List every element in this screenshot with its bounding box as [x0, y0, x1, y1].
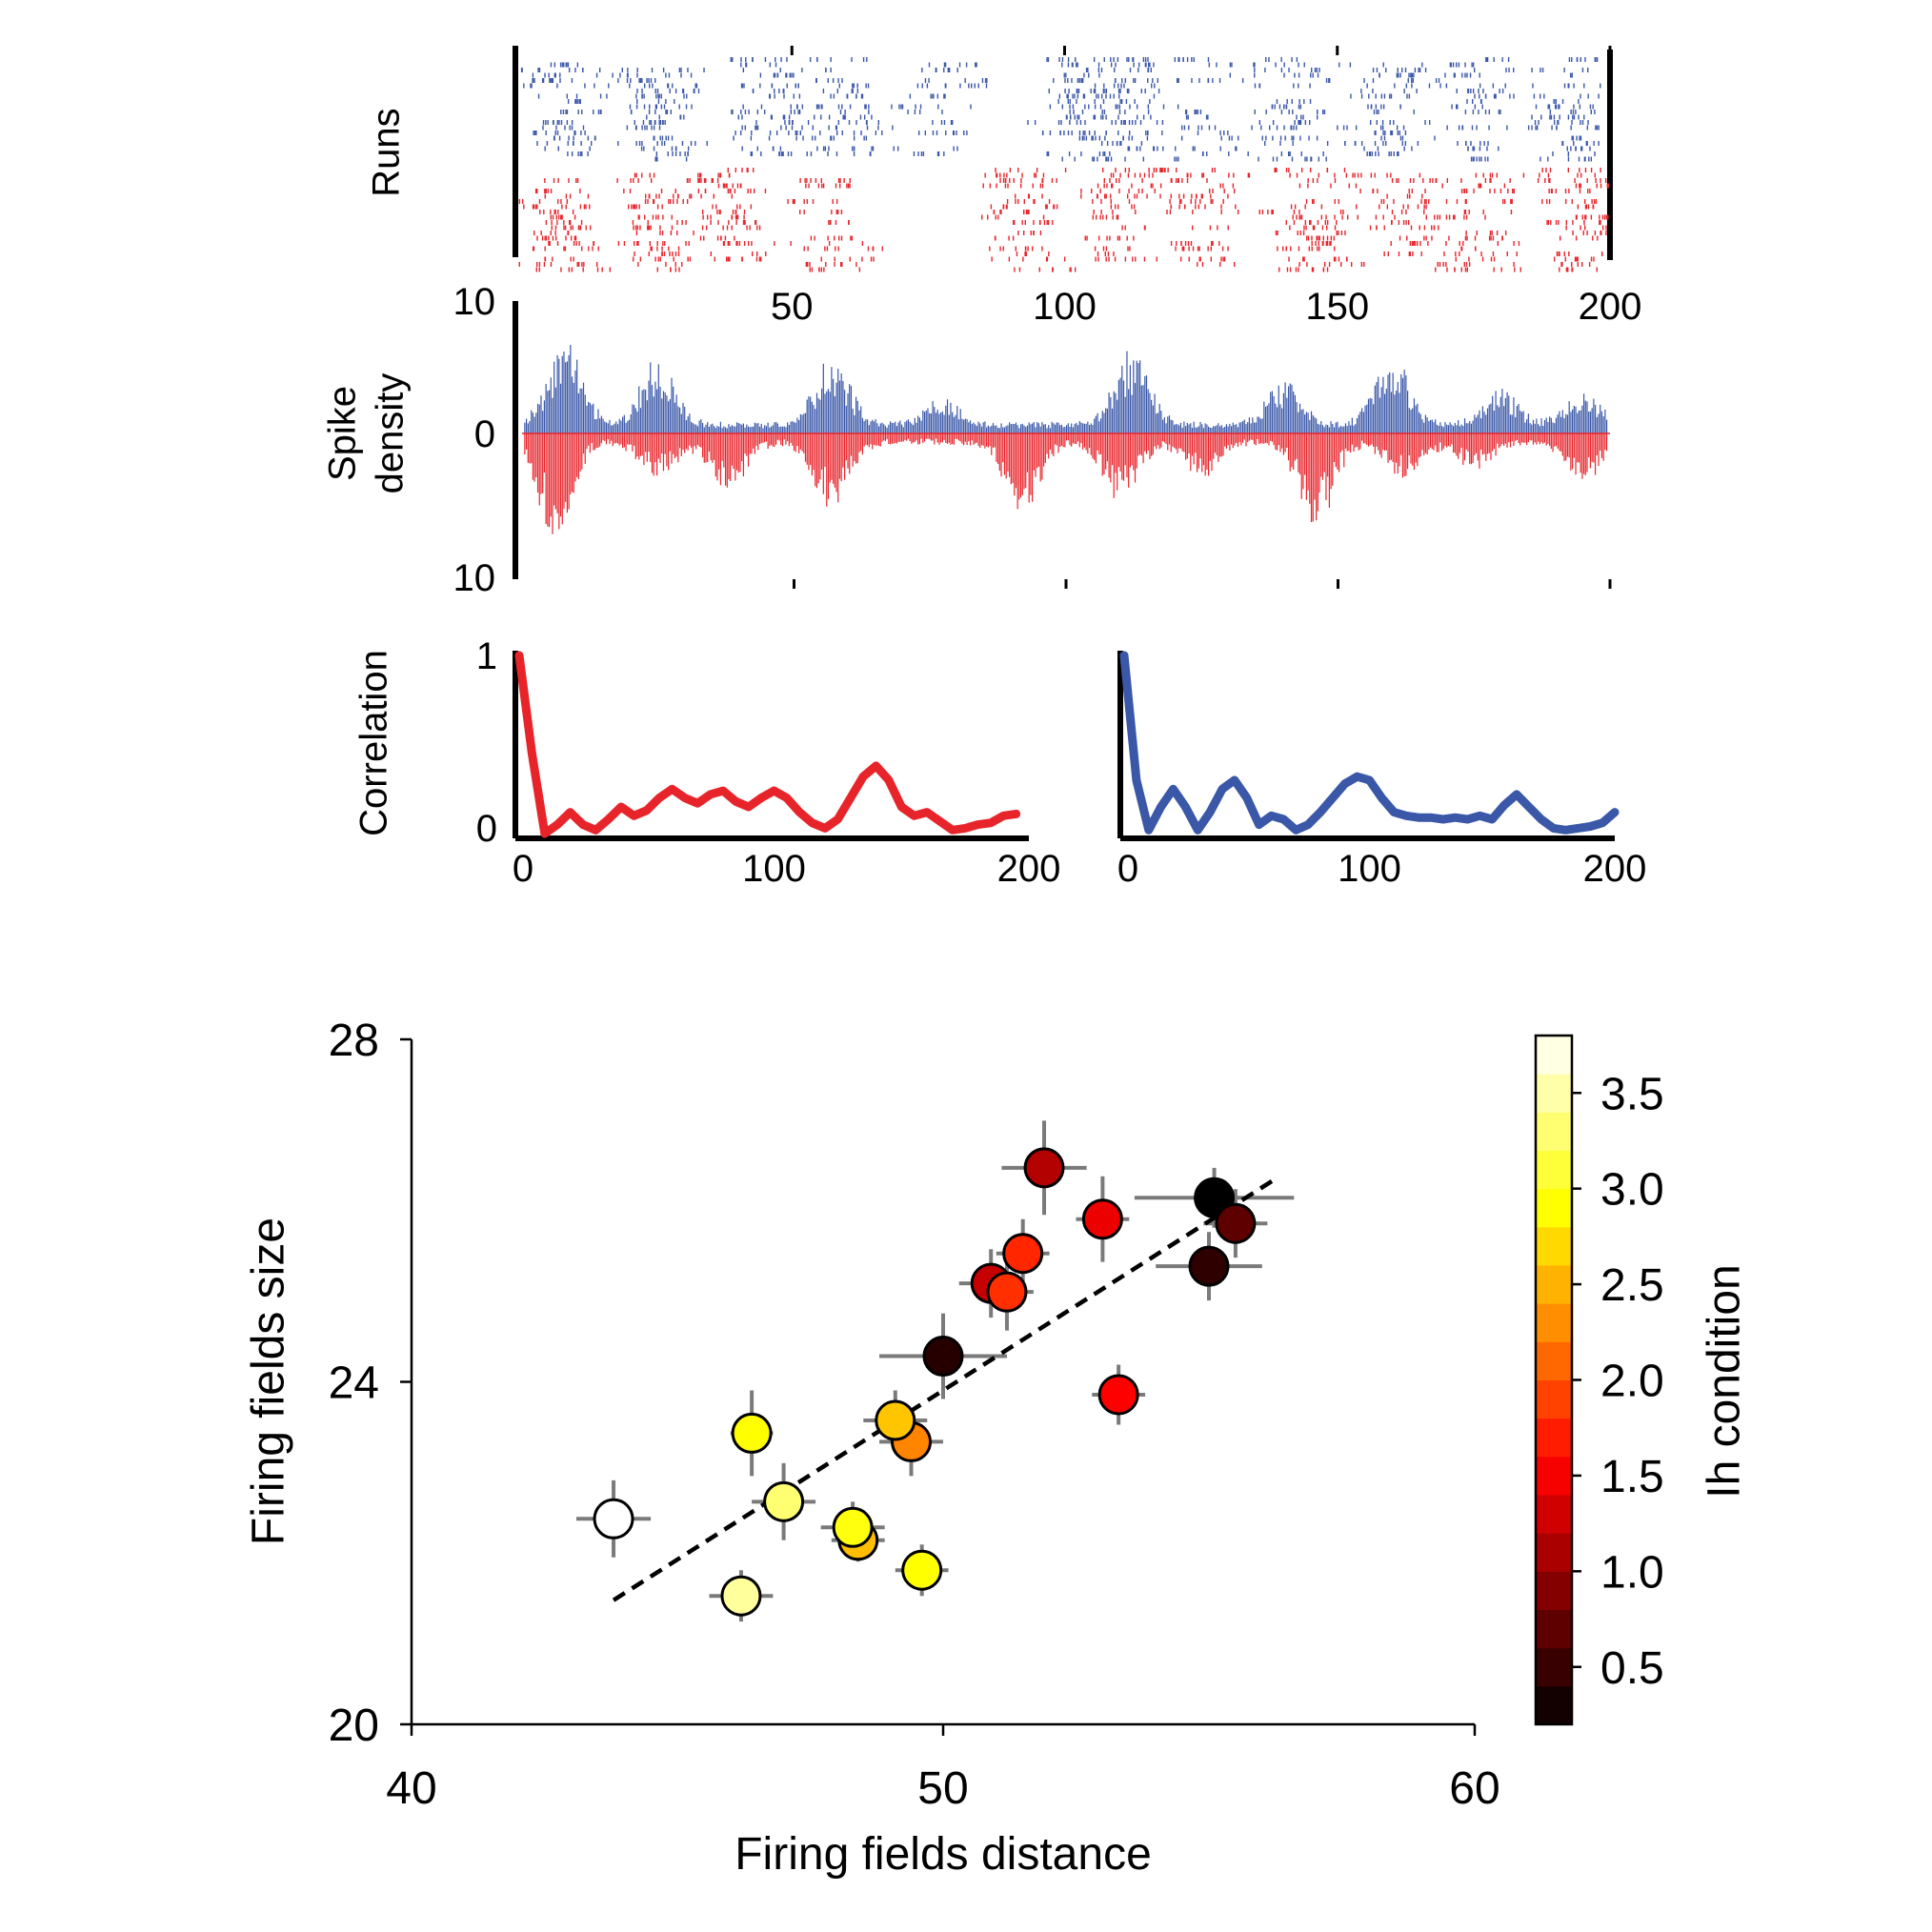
- scatter-point: [1215, 1202, 1257, 1244]
- colorbar-step: [1536, 1341, 1572, 1380]
- colorbar-step: [1536, 1265, 1572, 1304]
- density-y-tick-label: 10: [453, 281, 496, 323]
- density-y-tick-label: 0: [474, 413, 495, 455]
- colorbar-step: [1536, 1036, 1572, 1075]
- scatter-point: [1188, 1245, 1230, 1287]
- raster-x-tick-label: 150: [1305, 286, 1369, 328]
- scatter-point: [1081, 1198, 1123, 1240]
- colorbar-step: [1536, 1074, 1572, 1113]
- scatter-point: [832, 1506, 874, 1548]
- colorbar-tick-label: 3.0: [1600, 1165, 1664, 1216]
- colorbar-label: Ih condition: [1700, 1264, 1750, 1499]
- scatter-point: [593, 1498, 634, 1540]
- raster-panel: 50 100 150 200 Runs: [366, 46, 1642, 328]
- colorbar-step: [1536, 1303, 1572, 1342]
- colorbar-tick-label: 1.5: [1600, 1452, 1664, 1502]
- correlation-red-panel: 0 100 200 0 1 Correlation: [353, 635, 1061, 890]
- colorbar-tick-label: 2.0: [1600, 1357, 1664, 1407]
- corr_red-y-tick-label: 1: [476, 635, 497, 677]
- scatter-point: [875, 1399, 916, 1441]
- scatter-point: [922, 1336, 964, 1378]
- raster-x-tick-label: 200: [1579, 286, 1642, 328]
- corr_blue-x-tick-label: 100: [1338, 848, 1401, 890]
- scatter-point: [1002, 1233, 1044, 1275]
- colorbar-step: [1536, 1533, 1572, 1572]
- density-y-label-line1: Spike: [322, 386, 364, 481]
- colorbar-tick-label: 0.5: [1600, 1643, 1664, 1694]
- raster-x-tick-label: 50: [771, 286, 814, 328]
- colorbar-step: [1536, 1685, 1572, 1725]
- colorbar-step: [1536, 1495, 1572, 1534]
- scatter-x-label: Firing fields distance: [735, 1829, 1152, 1880]
- correlation-blue-panel: 0 100 200: [1117, 651, 1647, 890]
- scatter-y-tick-label: 28: [329, 1016, 379, 1066]
- scatter-panel: 40 50 60 20 24 28 Firing fields distance Firing…: [244, 1016, 1750, 1880]
- raster-y-label: Runs: [366, 108, 408, 196]
- corr_blue-x-tick-label: 200: [1583, 848, 1647, 890]
- scatter-y-tick-label: 24: [329, 1358, 379, 1409]
- corr_red-line: [514, 651, 1021, 838]
- scatter-point: [986, 1271, 1028, 1313]
- scatter-point: [901, 1549, 943, 1591]
- colorbar-step: [1536, 1571, 1572, 1610]
- scatter-point: [731, 1412, 773, 1454]
- scatter-point: [763, 1480, 805, 1522]
- colorbar-step: [1536, 1188, 1572, 1228]
- scatter-y-tick-label: 20: [329, 1701, 379, 1751]
- colorbar-tick-label: 2.5: [1600, 1260, 1664, 1311]
- scatter-x-tick-label: 50: [917, 1763, 968, 1814]
- colorbar-step: [1536, 1379, 1572, 1419]
- corr_red-y-label: Correlation: [353, 650, 395, 836]
- scatter-y-label: Firing fields size: [244, 1218, 294, 1545]
- colorbar-step: [1536, 1647, 1572, 1687]
- scatter-point: [720, 1575, 762, 1617]
- colorbar-step: [1536, 1609, 1572, 1649]
- scatter-x-tick-label: 40: [386, 1763, 436, 1814]
- corr_red-x-tick-label: 200: [997, 848, 1061, 890]
- scatter-point: [1023, 1147, 1065, 1189]
- density-y-tick-label: 10: [453, 557, 496, 599]
- colorbar-tick-label: 3.5: [1600, 1069, 1664, 1119]
- corr_red-y-tick-label: 0: [476, 808, 497, 850]
- corr_blue-x-tick-label: 0: [1117, 848, 1138, 890]
- colorbar-step: [1536, 1418, 1572, 1458]
- corr_red-x-tick-label: 100: [742, 848, 806, 890]
- colorbar-step: [1536, 1456, 1572, 1496]
- colorbar-step: [1536, 1112, 1572, 1151]
- scatter-x-tick-label: 60: [1449, 1763, 1499, 1814]
- colorbar-tick-label: 1.0: [1600, 1547, 1664, 1598]
- colorbar-step: [1536, 1150, 1572, 1190]
- scatter-point: [1097, 1374, 1139, 1416]
- raster-x-tick-label: 100: [1033, 286, 1097, 328]
- corr_blue-line: [1119, 651, 1620, 835]
- corr_red-x-tick-label: 0: [513, 848, 533, 890]
- colorbar-step: [1536, 1226, 1572, 1266]
- density-y-label-line2: density: [370, 373, 412, 494]
